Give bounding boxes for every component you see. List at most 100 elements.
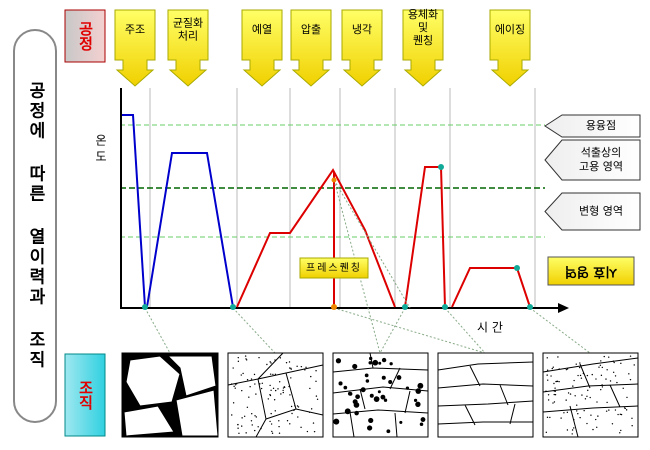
dot: [255, 416, 258, 418]
zone-label: 용융점: [586, 119, 616, 132]
dot: [310, 375, 312, 378]
dot: [558, 368, 560, 370]
step-label: 균질화: [173, 17, 203, 30]
dot: [552, 366, 554, 368]
dot: [308, 411, 311, 414]
dot: [381, 375, 386, 380]
dot: [364, 373, 369, 378]
dot: [601, 384, 603, 386]
dot: [573, 427, 575, 429]
dot: [415, 388, 422, 394]
dot: [606, 401, 608, 404]
dot: [582, 372, 585, 375]
process-box: [64, 9, 106, 63]
dot: [590, 414, 592, 416]
dot: [368, 417, 374, 424]
dot: [596, 426, 598, 428]
dot: [270, 412, 272, 415]
dot: [232, 402, 235, 404]
dot: [611, 423, 614, 425]
step-label: 예열: [252, 23, 272, 36]
dot: [597, 415, 599, 417]
dot: [566, 368, 569, 370]
dot: [388, 380, 393, 385]
dot: [600, 374, 603, 377]
dot: [250, 420, 253, 422]
dot: [413, 398, 418, 402]
dot: [566, 429, 569, 431]
dot: [267, 398, 270, 400]
dot: [599, 364, 602, 366]
dot: [272, 387, 275, 390]
dot: [554, 394, 557, 396]
dot: [405, 386, 410, 390]
dot: [269, 393, 271, 396]
dot: [258, 356, 260, 359]
dot: [545, 390, 547, 392]
dot: [355, 394, 360, 400]
dot: [377, 390, 381, 394]
dot: [573, 419, 575, 421]
dot: [553, 393, 555, 396]
dot: [631, 424, 633, 427]
dot: [271, 432, 274, 434]
dot: [389, 362, 393, 366]
dot: [309, 387, 311, 390]
dot: [288, 385, 290, 388]
dot: [551, 367, 553, 370]
dot: [579, 416, 581, 419]
step-callout: [402, 9, 444, 87]
dot: [381, 357, 387, 363]
dot: [613, 361, 615, 364]
dot: [305, 366, 307, 369]
dot: [586, 395, 588, 397]
dot: [271, 430, 273, 433]
dot: [605, 378, 607, 380]
dot: [245, 358, 247, 360]
dot: [579, 374, 582, 377]
process-label: 공정: [77, 21, 95, 52]
dot: [546, 357, 548, 359]
dot: [237, 427, 239, 429]
dot: [289, 394, 291, 396]
dot: [600, 388, 602, 391]
y-label: 온 도: [94, 134, 108, 162]
zone-label: 시효 영역: [565, 264, 617, 280]
dot: [282, 387, 285, 389]
blue-curve: [122, 114, 146, 308]
dot: [294, 405, 296, 407]
dot: [260, 427, 262, 430]
dot: [280, 393, 282, 395]
step-callout: [290, 9, 332, 87]
dot: [251, 413, 253, 415]
dot: [241, 417, 243, 419]
dot: [310, 408, 313, 410]
structure-label: 조직: [77, 380, 95, 411]
dot: [282, 389, 284, 392]
dot: [575, 363, 577, 365]
dot: [616, 381, 618, 384]
dot: [312, 422, 315, 424]
dot: [244, 355, 247, 357]
dot: [619, 413, 622, 415]
dot: [246, 406, 249, 408]
dot: [567, 392, 570, 394]
dot: [253, 373, 256, 376]
dot: [240, 374, 242, 376]
step-callout: [489, 9, 531, 87]
dot: [378, 361, 382, 365]
dot: [546, 369, 549, 371]
dot: [288, 367, 291, 369]
dot: [550, 375, 552, 377]
dot: [316, 398, 319, 400]
step-label: 용체화: [408, 8, 438, 21]
dot: [245, 432, 247, 434]
dot: [343, 385, 348, 390]
dot: [293, 409, 295, 412]
dot: [629, 355, 632, 357]
dot: [557, 356, 559, 358]
dot: [571, 429, 574, 431]
dot: [629, 378, 632, 381]
dot: [579, 362, 581, 364]
dot: [626, 396, 628, 399]
